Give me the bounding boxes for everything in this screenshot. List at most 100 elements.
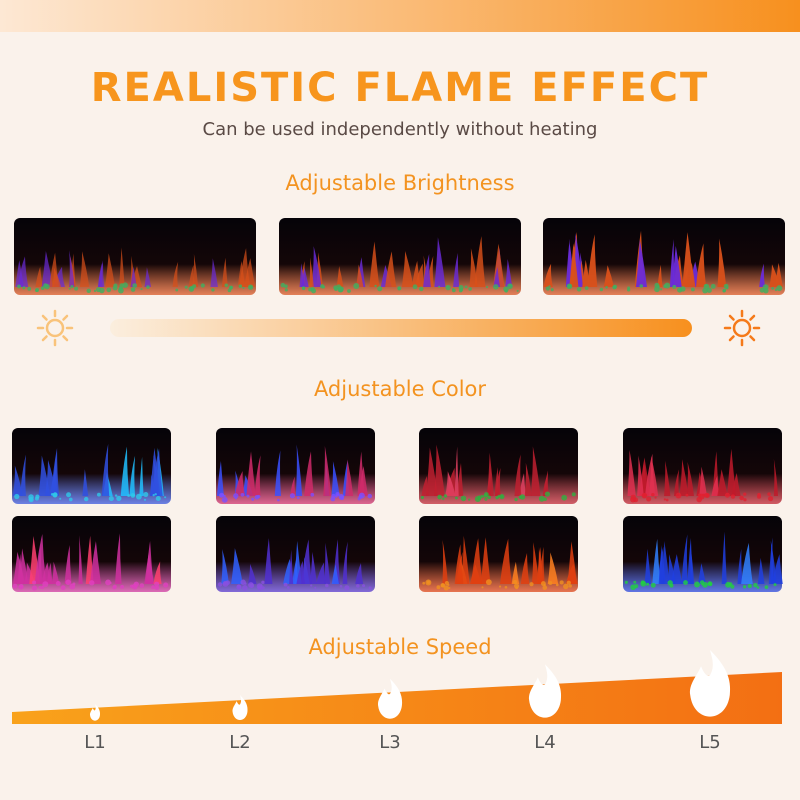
flame <box>543 263 553 287</box>
flame <box>423 254 431 287</box>
flame <box>234 470 246 496</box>
ember <box>130 287 136 292</box>
flame <box>717 469 728 496</box>
ember <box>55 581 61 586</box>
flame <box>254 455 261 496</box>
sun-ray <box>41 314 48 321</box>
ember <box>480 494 484 499</box>
ember <box>353 283 360 289</box>
ember <box>119 283 125 289</box>
ember <box>12 583 18 589</box>
flame <box>514 454 522 496</box>
flame-panel <box>12 516 171 592</box>
ember <box>344 585 350 591</box>
flame <box>20 454 26 496</box>
flame <box>727 448 736 496</box>
flame <box>686 461 694 496</box>
flame <box>445 471 456 496</box>
ember <box>725 581 732 588</box>
ember <box>339 584 343 588</box>
flame <box>505 258 513 287</box>
flame <box>299 263 305 287</box>
ember <box>468 287 472 291</box>
flame <box>456 551 464 584</box>
ember <box>139 583 145 588</box>
ember <box>509 284 512 288</box>
sun-ray <box>749 314 756 321</box>
ember <box>739 495 744 501</box>
ember <box>143 498 147 501</box>
ember <box>694 581 701 588</box>
ember <box>675 492 682 499</box>
flame <box>772 554 783 584</box>
ember <box>84 496 89 502</box>
ember <box>116 495 122 501</box>
ember <box>374 284 377 288</box>
sun-icon <box>45 318 65 338</box>
ember <box>725 286 729 290</box>
ember <box>189 286 195 291</box>
ember <box>240 492 245 497</box>
sun-ray <box>62 335 69 342</box>
ember <box>336 493 339 496</box>
flame <box>524 462 532 496</box>
flame <box>741 542 753 584</box>
ember <box>60 585 66 591</box>
flame <box>425 447 438 496</box>
flame <box>454 446 459 496</box>
title: REALISTIC FLAME EFFECT <box>91 65 709 111</box>
flame <box>221 257 228 287</box>
ember <box>233 493 239 499</box>
ember <box>514 497 518 502</box>
ember <box>477 496 482 501</box>
ember <box>743 492 747 496</box>
ember <box>358 492 365 499</box>
flame <box>64 545 72 584</box>
ember <box>152 494 155 497</box>
sun-ray <box>62 314 69 321</box>
ember <box>412 284 418 290</box>
flame <box>44 459 57 496</box>
ember <box>220 493 225 497</box>
ember <box>277 498 280 502</box>
ember <box>544 491 550 497</box>
ember <box>163 582 169 588</box>
flame <box>246 451 256 496</box>
ember <box>222 581 227 586</box>
ember <box>665 498 669 502</box>
ember <box>460 495 467 502</box>
flame <box>105 253 116 287</box>
ember <box>296 496 300 500</box>
ember <box>656 285 660 289</box>
flame <box>697 563 706 584</box>
ember <box>516 289 519 292</box>
flame <box>35 266 43 287</box>
flame <box>172 261 179 287</box>
flame <box>500 538 512 584</box>
ember <box>32 580 37 585</box>
flame <box>323 446 332 496</box>
ember <box>283 582 288 587</box>
ember <box>445 285 451 291</box>
flame <box>434 237 446 287</box>
flame <box>480 537 491 584</box>
ember <box>640 580 645 585</box>
ember <box>444 580 449 586</box>
ember <box>696 496 703 503</box>
ember <box>34 496 39 501</box>
ember <box>683 580 688 585</box>
ember <box>443 585 449 591</box>
ember <box>151 585 156 590</box>
sun-ray <box>749 335 756 342</box>
ember <box>224 283 229 288</box>
ember <box>229 285 234 290</box>
ember <box>722 288 727 293</box>
ember <box>542 585 548 590</box>
ember <box>302 286 305 290</box>
sun-icon <box>732 318 752 338</box>
ember <box>568 584 572 588</box>
flame <box>274 450 281 496</box>
flame <box>582 259 591 287</box>
flame <box>301 539 312 584</box>
